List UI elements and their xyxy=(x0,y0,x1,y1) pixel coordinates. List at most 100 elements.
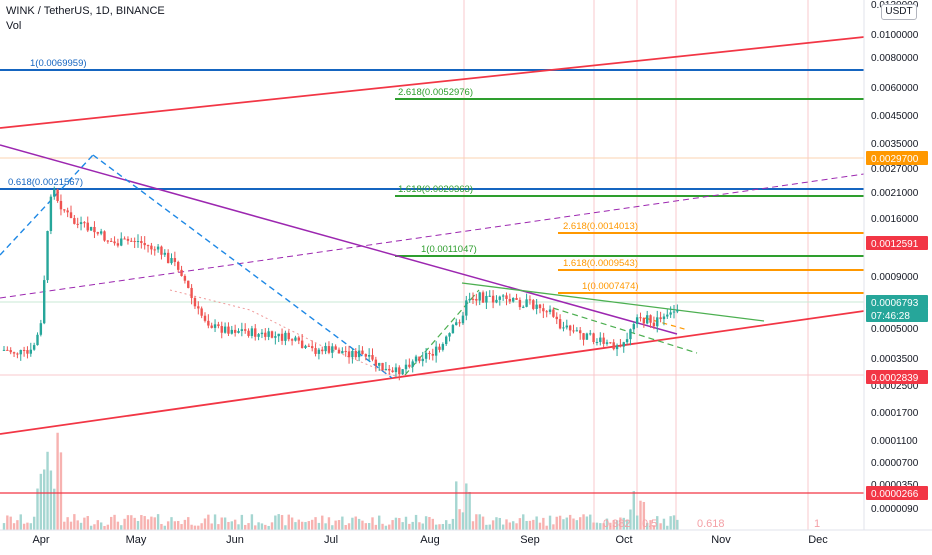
volume-bar xyxy=(378,515,381,530)
candle-body xyxy=(207,320,210,326)
price-axis-label-text: 0.0012591 xyxy=(871,239,919,250)
candle-body xyxy=(153,249,156,251)
candle xyxy=(378,362,381,371)
candle xyxy=(649,314,652,328)
candle xyxy=(354,348,357,360)
volume-bar xyxy=(126,515,130,530)
volume-bar xyxy=(264,524,267,530)
volume-bar xyxy=(99,522,103,530)
volume-bar xyxy=(270,522,274,530)
volume-bar xyxy=(542,517,545,530)
candle-body xyxy=(666,314,669,317)
candle xyxy=(646,310,649,325)
symbol-title[interactable]: WINK / TetherUS, 1D, BINANCE xyxy=(6,5,165,17)
volume-bar xyxy=(572,518,575,530)
volume-bar xyxy=(83,517,86,530)
volume-bar xyxy=(471,521,475,530)
candle-body xyxy=(589,333,592,335)
candle-body xyxy=(240,329,244,331)
volume-bar xyxy=(240,514,244,530)
candle-body xyxy=(615,345,619,350)
candle-body xyxy=(565,325,568,328)
candle-body xyxy=(622,342,625,347)
candle-body xyxy=(545,311,548,313)
candle-body xyxy=(344,351,347,353)
time-tick-label: Sep xyxy=(520,534,540,546)
candle xyxy=(264,328,267,341)
candle-body xyxy=(445,336,448,345)
candle-body xyxy=(193,298,197,307)
price-axis-label-text: 07:46:28 xyxy=(871,311,910,322)
volume-bar xyxy=(458,509,461,530)
volume-label[interactable]: Vol xyxy=(6,20,22,32)
candle-body xyxy=(300,340,304,349)
candle-body xyxy=(311,346,314,349)
candle xyxy=(126,236,130,245)
candle xyxy=(287,330,290,342)
candle xyxy=(173,251,177,267)
candle-body xyxy=(66,210,69,213)
fib-level-label: 1(0.0007474) xyxy=(582,281,639,292)
candle-body xyxy=(83,222,86,224)
candle-body xyxy=(512,297,515,302)
candle-body xyxy=(485,295,488,303)
candle-body xyxy=(321,349,324,352)
price-tick-label: 0.0002500 xyxy=(871,381,919,392)
candle xyxy=(414,354,418,364)
volume-bar xyxy=(672,515,676,530)
volume-bar xyxy=(36,488,39,530)
volume-bar xyxy=(294,522,297,530)
volume-bar xyxy=(622,517,625,530)
candle xyxy=(592,332,595,345)
candle xyxy=(36,332,39,346)
candle xyxy=(538,303,542,314)
candle xyxy=(2,345,6,351)
candle-body xyxy=(552,309,555,317)
volume-bar xyxy=(22,523,26,530)
currency-button[interactable]: USDT xyxy=(881,4,917,20)
candle-body xyxy=(32,345,36,350)
candle xyxy=(240,322,244,337)
candle xyxy=(230,325,233,335)
candle xyxy=(622,341,625,353)
candle-body xyxy=(649,315,652,323)
candle xyxy=(642,317,646,328)
volume-bar xyxy=(388,524,391,530)
candle xyxy=(223,322,227,334)
candle-body xyxy=(475,298,478,301)
volume-bar xyxy=(525,520,528,530)
volume-bar xyxy=(230,521,233,530)
candle xyxy=(599,332,602,346)
fib-level-label: 1.618(0.0009543) xyxy=(563,258,638,269)
candle xyxy=(99,228,103,236)
candle-body xyxy=(572,330,575,332)
candle xyxy=(183,274,187,284)
volume-bar xyxy=(324,523,327,530)
candle xyxy=(177,260,180,273)
candle-body xyxy=(254,328,257,337)
volume-bar xyxy=(532,519,535,530)
volume-bar xyxy=(133,517,136,530)
volume-bar xyxy=(46,451,49,530)
volume-bar xyxy=(602,523,605,530)
candle xyxy=(612,339,615,351)
price-tick-label: 0.0001100 xyxy=(871,436,918,447)
volume-bar xyxy=(575,520,579,530)
volume-bar xyxy=(116,521,120,530)
candle-body xyxy=(421,358,424,362)
fib-level-label: 2.618(0.0052976) xyxy=(398,87,473,98)
candle-body xyxy=(384,368,388,371)
volume-bar xyxy=(244,524,247,530)
volume-bar xyxy=(277,514,280,530)
candle xyxy=(545,309,548,318)
candle xyxy=(210,322,213,329)
volume-bar xyxy=(625,519,629,530)
volume-bar xyxy=(344,524,347,530)
candle xyxy=(478,291,481,306)
volume-bar xyxy=(619,517,622,530)
volume-bar xyxy=(267,525,270,530)
candle xyxy=(193,296,197,310)
candle xyxy=(93,221,96,239)
